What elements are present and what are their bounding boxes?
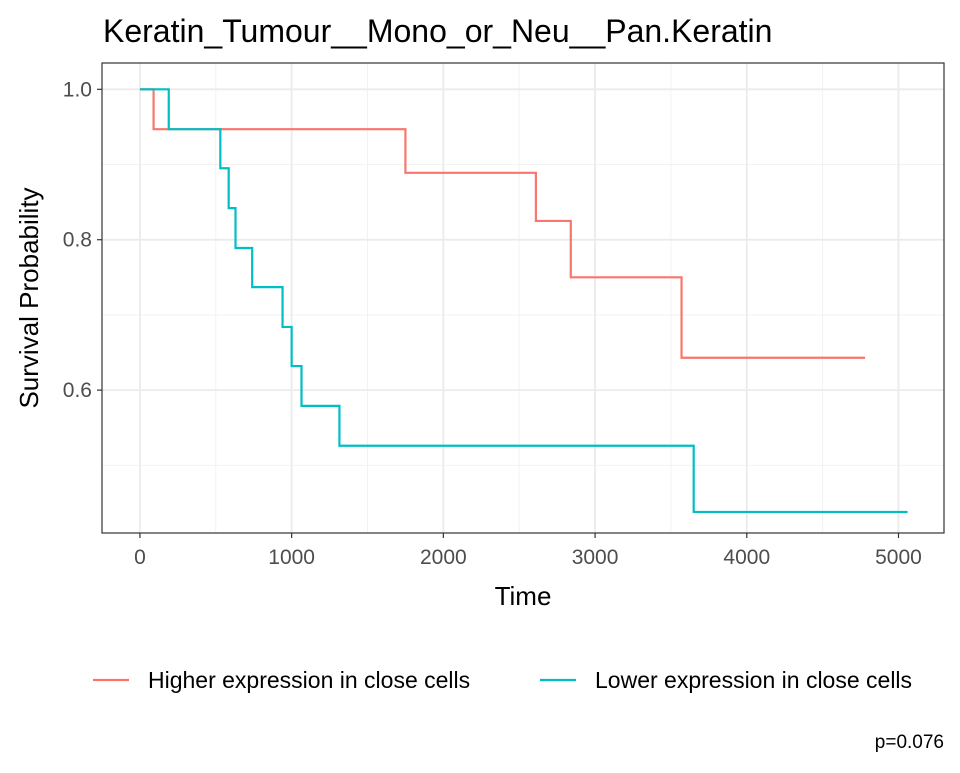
survival-curve-2	[139, 88, 908, 514]
panel-border	[101, 62, 945, 534]
y-tick-label: 0.8	[63, 229, 92, 252]
x-tick-label: 4000	[723, 546, 770, 569]
x-tick-label: 0	[134, 546, 146, 569]
y-axis-title: Survival Probability	[14, 187, 44, 408]
x-tick-label: 3000	[572, 546, 619, 569]
x-axis-title: Time	[495, 581, 552, 611]
legend-label-2: Lower expression in close cells	[595, 667, 912, 693]
legend: Higher expression in close cells Lower ex…	[93, 667, 912, 693]
plot-area: 0 1000 2000 3000 4000 5000 0.6 0.8 1.0	[63, 62, 945, 569]
x-tick-label: 5000	[875, 546, 922, 569]
survival-curve-1	[139, 88, 866, 359]
x-tick-label: 1000	[268, 546, 315, 569]
chart-title: Keratin_Tumour__Mono_or_Neu__Pan.Keratin	[103, 13, 772, 49]
y-tick-label: 0.6	[63, 379, 92, 402]
x-tick-label: 2000	[420, 546, 467, 569]
legend-label-1: Higher expression in close cells	[148, 667, 470, 693]
p-value-annotation: p=0.076	[875, 732, 944, 753]
y-tick-label: 1.0	[63, 78, 92, 101]
